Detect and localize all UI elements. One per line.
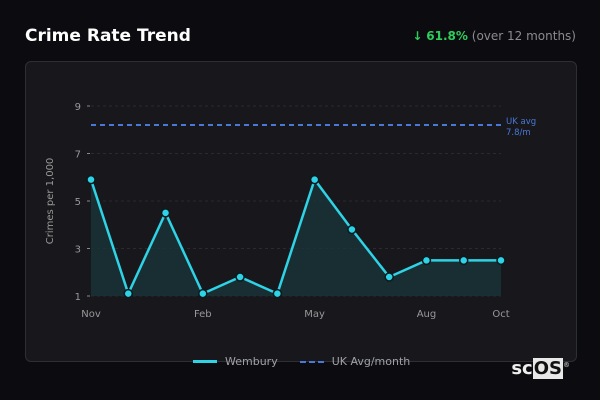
x-tick-label: Oct [492,309,509,320]
y-tick-label: 5 [75,197,81,208]
data-point [272,288,283,299]
data-point [384,272,394,282]
data-point [198,288,208,299]
data-point [86,174,96,185]
legend: Wembury UK Avg/month [193,355,410,368]
y-tick-label: 9 [75,102,81,113]
x-tick-label: Feb [194,309,212,320]
uk-avg-value: 7.8/m [506,128,531,138]
legend-label: UK Avg/month [331,355,411,368]
y-tick-label: 3 [75,245,81,256]
y-axis-label: Crimes per 1,000 [45,158,56,245]
data-point [160,208,171,218]
change-note: (over 12 months) [471,29,576,43]
change-indicator: ↓ 61.8% (over 12 months) [412,29,576,43]
y-tick-label: 7 [75,150,81,161]
x-tick-label: Nov [81,309,101,320]
data-point [123,288,134,299]
data-point [309,174,320,185]
x-tick-label: Aug [417,309,437,320]
down-arrow-icon: ↓ [412,29,423,43]
series-line-wembury [89,178,501,295]
data-point [347,224,357,235]
legend-swatch-dashed [299,360,324,363]
data-point [458,255,469,266]
uk-avg-label: UK avg [506,117,536,127]
y-tick-label: 1 [75,292,81,303]
legend-swatch-solid [193,360,217,363]
change-percent: 61.8% [426,29,468,43]
legend-item-wembury[interactable]: Wembury [193,355,278,368]
legend-label: Wembury [225,355,278,368]
scos-logo: scOS® [511,358,570,379]
legend-item-uk-avg[interactable]: UK Avg/month [299,355,411,368]
data-point [235,272,245,282]
page-title: Crime Rate Trend [25,26,191,46]
x-tick-label: May [304,309,325,320]
data-point [496,255,506,266]
data-point [421,255,432,266]
chart-card [25,61,577,362]
